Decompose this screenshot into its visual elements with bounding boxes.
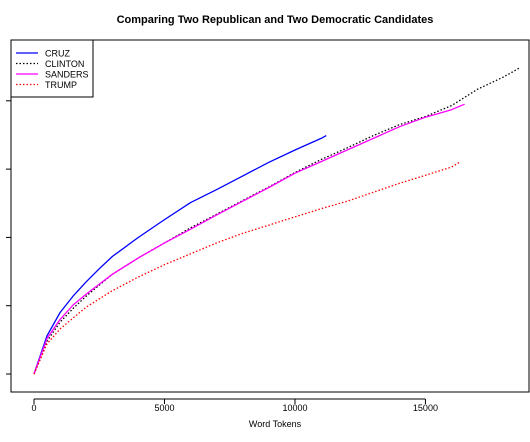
x-tick-label: 5000: [154, 403, 174, 413]
legend-label: CRUZ: [45, 48, 70, 58]
x-tick-label: 15000: [413, 403, 438, 413]
legend-label: SANDERS: [45, 69, 89, 79]
chart-title: Comparing Two Republican and Two Democra…: [117, 14, 434, 26]
series-line-clinton: [33, 67, 520, 375]
x-axis: 0 5000 10000 15000: [31, 398, 438, 413]
series-line-sanders: [33, 103, 465, 375]
series-layer: [33, 67, 520, 375]
legend-box: [10, 39, 94, 98]
x-tick-label: 10000: [282, 403, 307, 413]
y-axis: [6, 100, 12, 375]
legend-label: TRUMP: [45, 80, 77, 90]
x-tick-label: 0: [31, 403, 36, 413]
x-axis-label: Word Tokens: [249, 419, 302, 429]
legend-label: CLINTON: [45, 59, 84, 69]
series-line-trump: [33, 161, 460, 375]
series-line-cruz: [33, 135, 327, 375]
